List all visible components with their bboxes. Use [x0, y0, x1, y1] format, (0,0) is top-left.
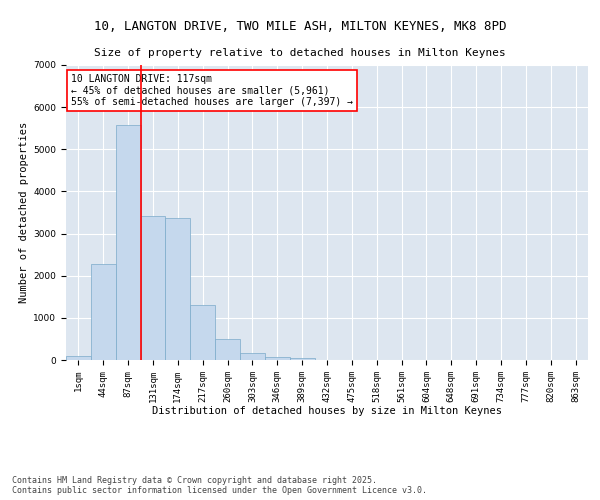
Bar: [290, 358, 314, 360]
Bar: [265, 357, 290, 360]
Text: Size of property relative to detached houses in Milton Keynes: Size of property relative to detached ho…: [94, 48, 506, 58]
Bar: [116, 125, 140, 360]
Y-axis label: Number of detached properties: Number of detached properties: [19, 122, 29, 303]
Text: 10, LANGTON DRIVE, TWO MILE ASH, MILTON KEYNES, MK8 8PD: 10, LANGTON DRIVE, TWO MILE ASH, MILTON …: [94, 20, 506, 33]
Text: Contains HM Land Registry data © Crown copyright and database right 2025.
Contai: Contains HM Land Registry data © Crown c…: [12, 476, 427, 495]
Bar: [140, 216, 166, 360]
Bar: [66, 356, 91, 360]
Bar: [166, 218, 190, 360]
Bar: [190, 305, 215, 360]
Text: 10 LANGTON DRIVE: 117sqm
← 45% of detached houses are smaller (5,961)
55% of sem: 10 LANGTON DRIVE: 117sqm ← 45% of detach…: [71, 74, 353, 107]
Bar: [215, 340, 240, 360]
Bar: [91, 264, 116, 360]
Bar: [240, 353, 265, 360]
X-axis label: Distribution of detached houses by size in Milton Keynes: Distribution of detached houses by size …: [152, 406, 502, 416]
